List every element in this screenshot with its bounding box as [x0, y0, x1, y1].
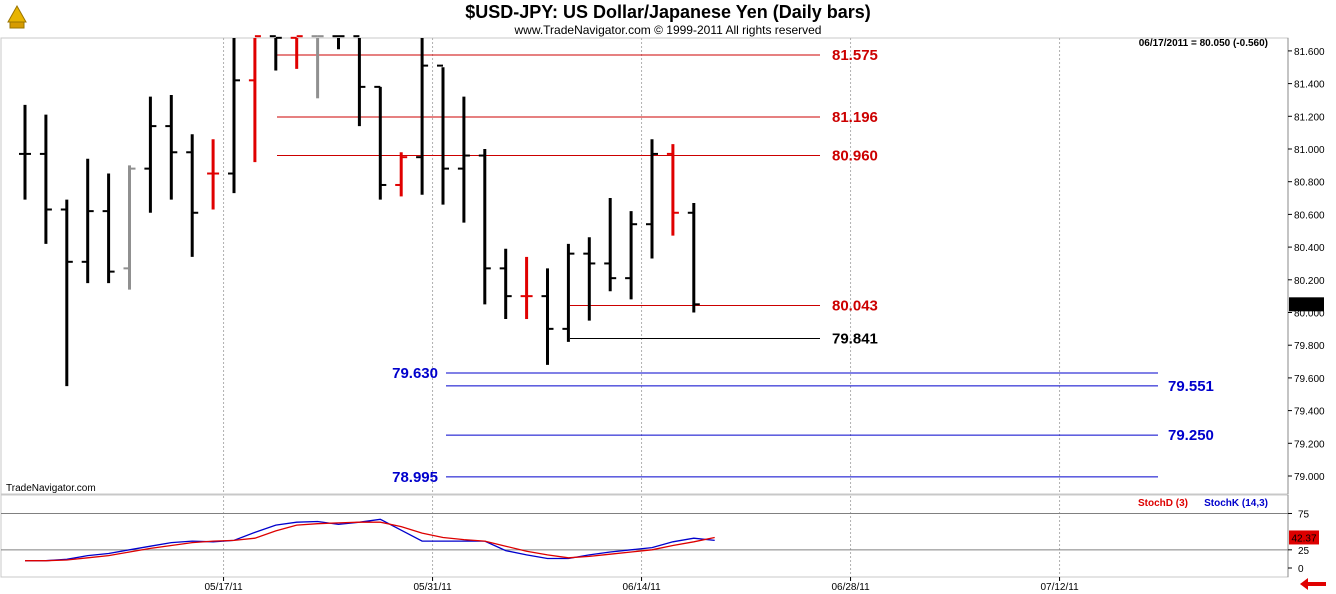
resistance-label: 80.043: [832, 297, 878, 314]
y-tick-label: 80.800: [1294, 178, 1325, 189]
stoch-tick-label: 25: [1298, 546, 1310, 557]
ohlc-bar: [123, 165, 136, 290]
ohlc-bar: [144, 96, 157, 213]
y-tick-label: 80.200: [1294, 276, 1325, 287]
chart-title: $USD-JPY: US Dollar/Japanese Yen (Daily …: [465, 2, 871, 22]
stoch-last-box: [1289, 530, 1319, 545]
ohlc-bar: [646, 139, 658, 259]
ohlc-bar: [248, 35, 261, 163]
ohlc-bar: [478, 149, 491, 305]
watermark-text: TradeNavigator.com: [6, 483, 96, 494]
ohlc-bar: [457, 96, 470, 223]
ohlc-bar: [311, 35, 324, 99]
stoch-tick-label: 75: [1298, 509, 1310, 520]
stoch-d-line: [25, 521, 715, 562]
last-price-marker: 80.050: [1289, 297, 1324, 312]
y-tick-label: 80.600: [1294, 210, 1325, 221]
x-tick-label: 06/14/11: [622, 582, 661, 593]
ohlc-bar: [207, 139, 220, 210]
last-price-box: [1289, 297, 1324, 312]
stoch-last-label: 42.37: [1291, 533, 1316, 544]
price-panel: 79.000 79.200 79.400 79.600 79.800 80.000 80.2…: [0, 35, 1325, 495]
ohlc-bar: [353, 35, 366, 127]
resistance-label: 81.575: [832, 47, 878, 64]
ohlc-bar: [437, 64, 449, 205]
y-tick-label: 81.000: [1294, 145, 1325, 156]
y-tick-label: 80.400: [1294, 243, 1325, 254]
last-quote-label: 06/17/2011 = 80.050 (-0.560): [1139, 38, 1268, 49]
stoch-y-axis: 0 25 75: [1288, 509, 1310, 575]
target-label: 79.250: [1168, 427, 1214, 444]
resistance-label: 80.960: [832, 148, 878, 165]
y-tick-label: 81.200: [1294, 112, 1325, 123]
last-price-label: 80.050: [1291, 300, 1322, 311]
stoch-grid: [1, 496, 1288, 576]
ohlc-bar: [165, 95, 178, 200]
ohlc-bar: [290, 35, 303, 69]
y-tick-label: 79.000: [1294, 472, 1325, 483]
y-tick-label: 79.600: [1294, 374, 1325, 385]
ohlc-bar: [687, 202, 700, 313]
y-tick-label: 81.400: [1294, 80, 1325, 91]
stoch-k-line: [25, 518, 715, 562]
ohlc-bar: [541, 268, 554, 365]
stoch-tick-label: 0: [1298, 564, 1304, 575]
y-tick-label: 79.400: [1294, 407, 1325, 418]
ohlc-bar: [666, 144, 679, 236]
y-tick-label: 79.800: [1294, 341, 1325, 352]
scroll-left-arrow-icon[interactable]: [1300, 578, 1326, 590]
x-tick-label: 06/28/11: [831, 582, 870, 593]
price-y-axis: 79.000 79.200 79.400 79.600 79.800 80.000 80.2…: [1288, 47, 1325, 483]
x-tick-label: 05/17/11: [204, 582, 243, 593]
support-label: 79.841: [832, 330, 878, 347]
x-tick-label: 05/31/11: [413, 582, 452, 593]
tradenavigator-logo-icon[interactable]: [4, 2, 30, 32]
ohlc-bar: [186, 134, 199, 257]
x-tick-label: 07/12/11: [1040, 582, 1079, 593]
date-axis: 05/17/11 05/31/11 06/14/11 06/28/11 07/12/11: [204, 577, 1079, 593]
ohlc-bar: [19, 104, 31, 200]
ohlc-bar: [39, 114, 52, 244]
price-grid: [223, 38, 1061, 494]
y-tick-label: 80.000: [1294, 309, 1325, 320]
ohlc-bar: [562, 243, 575, 342]
ohlc-bar: [269, 35, 282, 71]
stoch-lines: [25, 518, 715, 562]
legend-stoch-d: StochD (3): [1138, 498, 1188, 509]
level-lines: 81.575 81.196 80.960 80.043 79.841 79.630 79.5…: [277, 47, 1214, 486]
y-tick-label: 79.200: [1294, 439, 1325, 450]
ohlc-bars: [19, 35, 700, 387]
ohlc-bar: [81, 158, 94, 284]
target-label: 79.551: [1168, 378, 1214, 395]
resistance-label: 81.196: [832, 109, 878, 126]
legend-stoch-k: StochK (14,3): [1204, 498, 1268, 509]
ohlc-bar: [332, 35, 345, 50]
ohlc-bar: [102, 173, 115, 284]
ohlc-bar: [60, 199, 73, 387]
ohlc-bar: [583, 237, 596, 321]
ohlc-bar: [520, 256, 533, 320]
stoch-last-marker: 42.37: [1289, 530, 1319, 545]
ohlc-bar: [604, 198, 617, 292]
y-tick-label: 81.600: [1294, 47, 1325, 58]
ohlc-bar: [625, 211, 638, 300]
target-label: 78.995: [392, 469, 438, 486]
copyright-line: www.TradeNavigator.com © 1999-2011 All r…: [514, 23, 822, 37]
ohlc-bar: [228, 38, 240, 194]
stochastic-panel: StochD (3) StochK (14,3) 0 25 75 42.37: [0, 494, 1319, 578]
ohlc-bar: [416, 38, 429, 195]
ohlc-bar: [374, 85, 387, 200]
target-label: 79.630: [392, 365, 438, 382]
ohlc-bar: [499, 248, 512, 320]
ohlc-bar: [395, 152, 408, 197]
